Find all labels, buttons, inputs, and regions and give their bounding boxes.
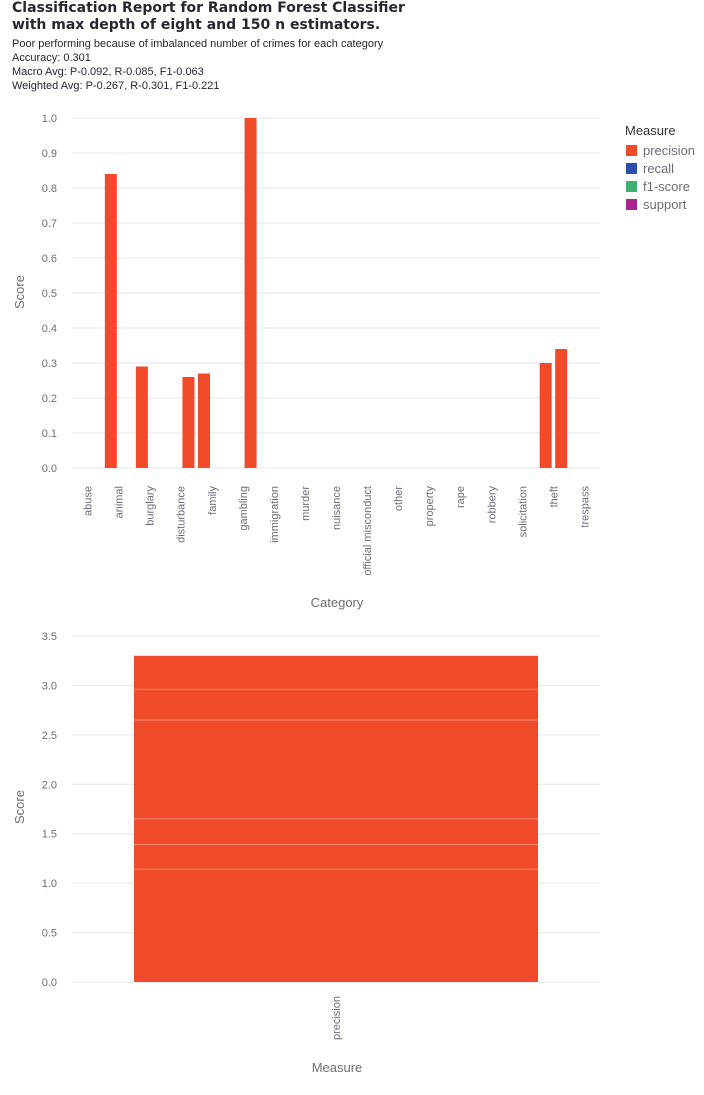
chart2-bars <box>134 655 538 982</box>
chart1-x-ticks: abuse animal burglary disturbance family gamb… <box>83 486 592 576</box>
x-tick-label: solicitation <box>517 486 529 537</box>
x-tick-label: family <box>207 486 219 515</box>
stack-segment-4 <box>134 720 538 819</box>
y-tick-label: 0.4 <box>42 323 57 335</box>
y-tick-label: 3.0 <box>42 680 57 692</box>
measure-legend[interactable]: Measure precision recall f1-score support <box>625 123 695 212</box>
x-tick-label: immigration <box>269 486 281 543</box>
y-tick-label: 0.9 <box>42 148 57 160</box>
x-tick-label: robbery <box>486 486 498 524</box>
stack-segment-1 <box>134 869 538 982</box>
chart1-y-axis-label: Score <box>12 275 27 309</box>
legend-label-recall: recall <box>643 161 674 176</box>
y-tick-label: 1.0 <box>42 113 57 125</box>
chart1-y-ticks: 0.0 0.1 0.2 0.3 0.4 0.5 0.6 0.7 0.8 0.9 1.0 <box>42 113 57 475</box>
y-tick-label: 0.1 <box>42 428 57 440</box>
chart2-x-ticks: precision <box>331 996 343 1040</box>
chart2-y-ticks: 0.0 0.5 1.0 1.5 2.0 2.5 3.0 3.5 <box>42 631 57 989</box>
x-tick-label: official misconduct <box>362 486 374 576</box>
y-tick-label: 0.6 <box>42 253 57 265</box>
legend-swatch-precision <box>626 145 637 156</box>
bar-recall-theft <box>555 349 568 468</box>
y-tick-label: 0.0 <box>42 463 57 475</box>
measure-score-chart: 0.0 0.5 1.0 1.5 2.0 2.5 3.0 3.5 precision Score… <box>12 631 600 1075</box>
bar-precision-family <box>198 373 211 468</box>
category-score-chart: 0.00.10.20.30.40.50.60.70.80.91.0 abuse a… <box>12 113 695 610</box>
y-tick-label: 1.0 <box>42 878 57 890</box>
report-note: Poor performing because of imbalanced nu… <box>12 38 384 50</box>
stack-segment-5 <box>134 689 538 721</box>
x-tick-label: property <box>424 486 436 527</box>
y-tick-label: 0.3 <box>42 358 57 370</box>
bar-recall-disturbance <box>182 377 195 468</box>
y-tick-label: 0.2 <box>42 393 57 405</box>
chart1-gridlines <box>72 117 600 469</box>
report-title-line1: Classification Report for Random Forest … <box>12 0 405 16</box>
legend-swatch-support <box>626 199 637 210</box>
legend-label-support: support <box>643 197 687 212</box>
x-tick-label: gambling <box>238 486 250 531</box>
y-tick-label: 2.5 <box>42 730 57 742</box>
y-tick-label: 3.5 <box>42 631 57 643</box>
y-tick-label: 0.5 <box>42 928 57 940</box>
y-tick-label: 0.0 <box>42 977 57 989</box>
x-tick-label: other <box>393 486 405 511</box>
chart2-x-axis-label: Measure <box>312 1060 363 1075</box>
legend-title: Measure <box>625 123 676 138</box>
stack-segment-3 <box>134 818 538 845</box>
chart1-x-axis-label: Category <box>311 595 364 610</box>
y-tick-label: 0.8 <box>42 183 57 195</box>
y-tick-label: 0.5 <box>42 288 57 300</box>
x-tick-label: animal <box>114 486 126 518</box>
bar-recall-gambling <box>244 118 257 468</box>
bar-precision-theft <box>539 363 552 468</box>
stack-segment-2 <box>134 844 538 870</box>
x-tick-label: theft <box>548 486 560 507</box>
x-tick-label: trespass <box>579 486 591 528</box>
report-header: Classification Report for Random Forest … <box>12 0 692 93</box>
y-tick-label: 0.7 <box>42 218 57 230</box>
legend-swatch-f1-score <box>626 181 637 192</box>
x-tick-label: disturbance <box>176 486 188 543</box>
bar-precision-burglary <box>135 366 148 468</box>
x-tick-label: murder <box>300 486 312 521</box>
y-tick-label: 2.0 <box>42 779 57 791</box>
legend-swatch-recall <box>626 163 637 174</box>
bar-precision-animal <box>104 174 117 468</box>
y-tick-label: 1.5 <box>42 829 57 841</box>
x-tick-label: burglary <box>145 486 157 526</box>
x-tick-label: nuisance <box>331 486 343 530</box>
x-tick-label: abuse <box>83 486 95 516</box>
chart2-y-axis-label: Score <box>12 790 27 824</box>
x-tick-label: rape <box>455 486 467 508</box>
macro-avg-text: Macro Avg: P-0.092, R-0.085, F1-0.063 <box>12 66 204 78</box>
legend-label-f1-score: f1-score <box>643 179 690 194</box>
legend-label-precision: precision <box>643 143 695 158</box>
stack-segment-6 <box>134 655 538 690</box>
weighted-avg-text: Weighted Avg: P-0.267, R-0.301, F1-0.221 <box>12 80 220 92</box>
chart1-bars <box>104 118 568 468</box>
report-title-line2: with max depth of eight and 150 n estima… <box>12 17 381 33</box>
x-tick-label: precision <box>331 996 343 1040</box>
accuracy-text: Accuracy: 0.301 <box>12 52 91 64</box>
